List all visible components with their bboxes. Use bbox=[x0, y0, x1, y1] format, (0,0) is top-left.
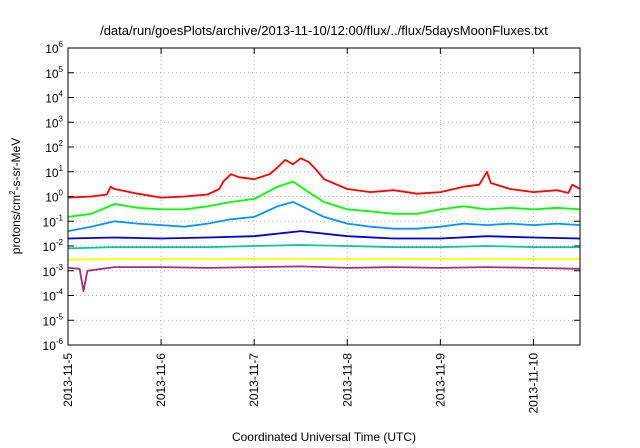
chart-title: /data/run/goesPlots/archive/2013-11-10/1… bbox=[100, 23, 548, 38]
y-label-part-1: protons/cm bbox=[9, 195, 23, 254]
x-tick-label: 2013-11-10 bbox=[526, 353, 540, 414]
y-tick-base: 10 bbox=[43, 215, 57, 229]
y-label-superscript: 2 bbox=[8, 190, 17, 195]
y-tick-label: 10-4 bbox=[43, 288, 64, 304]
x-axis-tick-labels: 2013-11-5 2013-11-6 2013-11-7 2013-11-8 2013… bbox=[61, 353, 540, 414]
y-tick-exponent: -2 bbox=[56, 238, 64, 247]
y-tick-label: 101 bbox=[45, 164, 63, 180]
y-tick-exponent: -3 bbox=[56, 263, 64, 272]
y-tick-base: 10 bbox=[45, 67, 59, 81]
y-tick-label: 100 bbox=[45, 189, 63, 205]
y-axis-tick-labels: 10-610-510-410-310-210-11001011021031041… bbox=[43, 40, 64, 353]
x-tick-label: 2013-11-7 bbox=[247, 353, 261, 407]
y-label-part-2: -s-sr-MeV bbox=[9, 138, 23, 191]
y-tick-exponent: -6 bbox=[56, 337, 64, 346]
y-tick-label: 104 bbox=[45, 90, 63, 106]
y-tick-exponent: -4 bbox=[56, 288, 64, 297]
x-tick-label: 2013-11-6 bbox=[154, 353, 168, 407]
gridlines bbox=[68, 48, 580, 345]
y-tick-base: 10 bbox=[45, 166, 59, 180]
y-tick-label: 10-5 bbox=[43, 312, 64, 328]
x-axis-label: Coordinated Universal Time (UTC) bbox=[232, 430, 416, 444]
x-tick-label: 2013-11-8 bbox=[340, 353, 354, 407]
y-tick-exponent: 1 bbox=[59, 164, 64, 173]
y-tick-label: 10-6 bbox=[43, 337, 64, 353]
y-tick-exponent: 6 bbox=[59, 40, 64, 49]
y-tick-label: 10-3 bbox=[43, 263, 64, 279]
y-tick-label: 10-2 bbox=[43, 238, 64, 254]
y-tick-base: 10 bbox=[43, 265, 57, 279]
series-line-3 bbox=[67, 201, 581, 232]
series-layer bbox=[67, 157, 581, 293]
y-tick-exponent: -1 bbox=[56, 213, 64, 222]
x-tick-label: 2013-11-9 bbox=[433, 353, 447, 407]
y-tick-exponent: 4 bbox=[59, 90, 64, 99]
plot-frame bbox=[67, 47, 581, 346]
y-tick-base: 10 bbox=[43, 339, 57, 353]
x-tick-label: 2013-11-5 bbox=[61, 353, 75, 407]
series-line-4 bbox=[67, 230, 581, 240]
y-tick-base: 10 bbox=[43, 290, 57, 304]
axis-ticks bbox=[67, 47, 580, 346]
y-tick-exponent: 2 bbox=[59, 139, 64, 148]
series-line-7 bbox=[67, 265, 581, 293]
y-tick-base: 10 bbox=[45, 141, 59, 155]
y-tick-exponent: 3 bbox=[59, 114, 64, 123]
y-tick-base: 10 bbox=[45, 116, 59, 130]
y-axis-label: protons/cm2-s-sr-MeV bbox=[8, 138, 23, 254]
y-tick-base: 10 bbox=[45, 42, 59, 56]
y-tick-exponent: 0 bbox=[59, 189, 64, 198]
series-line-1 bbox=[67, 157, 581, 199]
y-tick-base: 10 bbox=[43, 240, 57, 254]
y-tick-label: 102 bbox=[45, 139, 63, 155]
y-tick-label: 103 bbox=[45, 114, 63, 130]
series-line-2 bbox=[67, 180, 581, 218]
y-tick-exponent: -5 bbox=[56, 312, 64, 321]
y-tick-base: 10 bbox=[45, 191, 59, 205]
y-tick-label: 105 bbox=[45, 65, 63, 81]
y-tick-base: 10 bbox=[43, 314, 57, 328]
series-line-5 bbox=[67, 244, 580, 250]
y-tick-label: 106 bbox=[45, 40, 63, 56]
y-tick-exponent: 5 bbox=[59, 65, 64, 74]
series-line-6 bbox=[67, 257, 580, 261]
y-tick-base: 10 bbox=[45, 92, 59, 106]
y-tick-label: 10-1 bbox=[43, 213, 64, 229]
